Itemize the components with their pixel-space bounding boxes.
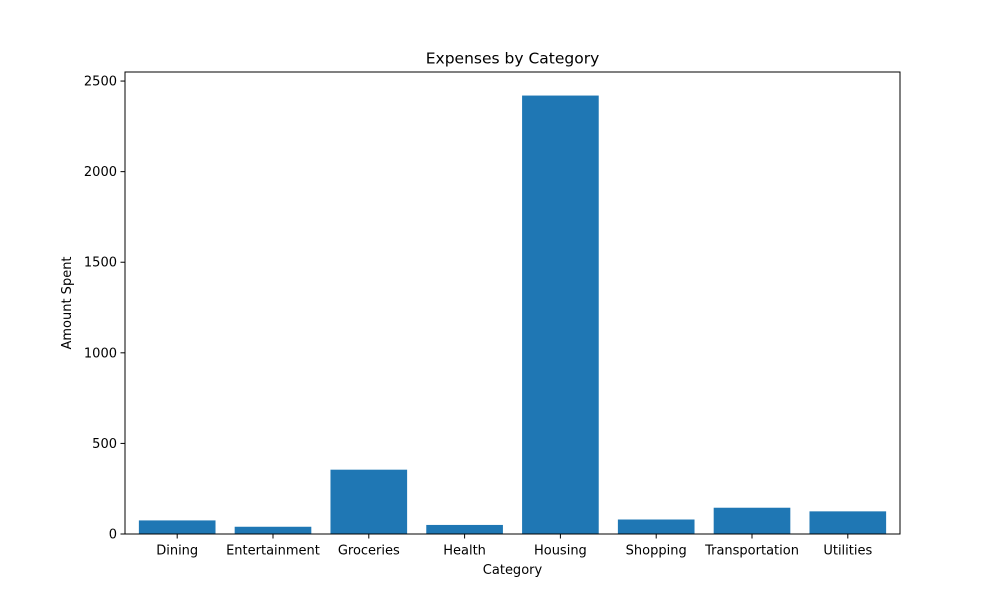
y-axis: 0 500 1000 1500 2000 2500: [84, 75, 125, 543]
x-axis: Dining Entertainment Groceries Health Housin…: [156, 534, 872, 559]
y-tick-label: 1500: [84, 256, 117, 271]
x-tick-label: Housing: [534, 544, 587, 559]
x-tick-label: Transportation: [704, 544, 799, 559]
y-tick-label: 1000: [84, 346, 117, 361]
bar-health: [426, 524, 503, 534]
bar-utilities: [809, 511, 887, 534]
bar-entertainment: [234, 526, 312, 534]
bar-transportation: [713, 507, 791, 534]
x-axis-label: Category: [483, 563, 543, 578]
x-tick-label: Shopping: [626, 544, 687, 559]
y-tick-label: 2000: [84, 165, 117, 180]
plot-frame: [124, 71, 901, 535]
bar-shopping: [617, 519, 695, 534]
y-tick-label: 0: [109, 528, 117, 543]
chart-title: Expenses by Category: [426, 50, 600, 68]
x-tick-label: Health: [443, 544, 486, 559]
x-tick-label: Dining: [156, 544, 198, 559]
x-tick-label: Groceries: [338, 544, 400, 559]
x-tick-label: Utilities: [823, 544, 872, 559]
y-tick-label: 500: [92, 437, 117, 452]
y-axis-label: Amount Spent: [60, 256, 75, 349]
x-tick-label: Entertainment: [226, 544, 320, 559]
bars-group: [138, 95, 887, 534]
y-tick-label: 2500: [84, 75, 117, 90]
bar-housing: [522, 95, 599, 534]
bar-dining: [138, 520, 216, 534]
bar-groceries: [330, 469, 408, 534]
